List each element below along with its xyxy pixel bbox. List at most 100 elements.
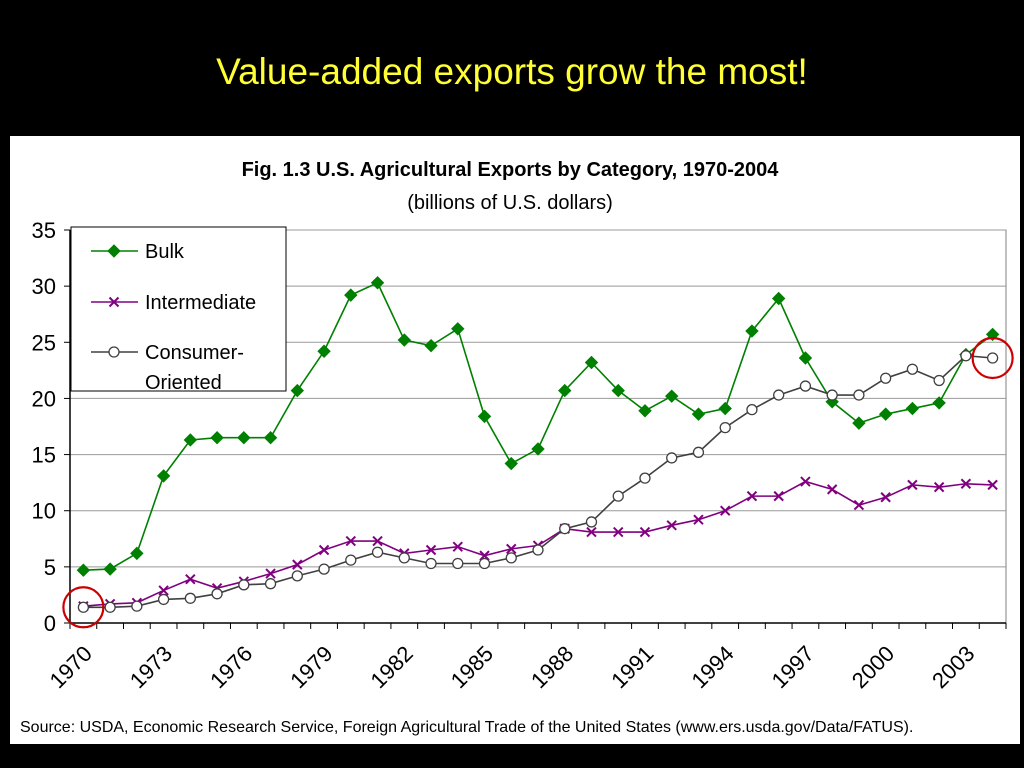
point-consumer-oriented [452,557,464,570]
point-consumer-oriented [853,389,865,401]
point-consumer-oriented [933,374,945,387]
y-tick-label: 35 [32,218,56,243]
marker-stroke [693,514,704,525]
x-tick-label: 1976 [205,641,257,693]
highlight-circle [62,586,105,629]
point-bulk [451,322,465,336]
chart-title: Fig. 1.3 U.S. Agricultural Exports by Ca… [242,159,780,181]
y-tick-label: 20 [32,386,56,411]
point-consumer-oriented [184,592,196,604]
legend: Bulk Intermediate Consumer- Oriented [70,226,287,394]
point-bulk [317,344,331,358]
point-intermediate [372,535,383,547]
legend-label-consumer-oriented: Consumer- [145,342,244,364]
line-chart: Fig. 1.3 U.S. Agricultural Exports by Ca… [20,159,1014,736]
x-tick-label: 1988 [526,641,578,693]
point-consumer-oriented [532,544,544,556]
x-tick-label: 2003 [927,641,979,693]
point-consumer-oriented [157,593,170,606]
point-bulk [424,338,438,353]
legend-box [70,226,287,392]
point-intermediate [987,479,998,491]
point-bulk [370,276,385,290]
legend-label-bulk: Bulk [145,241,185,263]
point-bulk [584,355,599,370]
point-consumer-oriented [345,554,357,566]
x-tick-label: 1979 [285,641,337,693]
point-intermediate [746,490,758,502]
point-intermediate [425,544,437,556]
y-tick-label: 0 [44,611,56,636]
marker-stroke [292,559,303,570]
point-intermediate [693,514,704,525]
legend-label-consumer-oriented: Oriented [145,372,222,394]
point-bulk [878,407,893,421]
point-intermediate [639,526,651,538]
point-consumer-oriented [773,389,785,401]
point-intermediate [666,520,677,531]
marker-stroke [933,481,945,493]
point-intermediate [773,490,784,502]
legend-marker-intermediate [108,296,120,308]
y-tick-label: 25 [32,330,56,355]
legend-label-intermediate: Intermediate [145,292,256,314]
point-intermediate [719,505,731,516]
series-line-intermediate [83,480,993,607]
point-intermediate [292,559,303,570]
y-tick-label: 15 [32,443,56,468]
point-intermediate [452,541,463,552]
point-intermediate [933,481,945,493]
chart-subtitle: (billions of U.S. dollars) [407,192,613,214]
marker-stroke [452,541,463,552]
point-intermediate [880,492,891,503]
point-bulk [183,433,198,447]
point-intermediate [318,544,330,556]
marker-stroke [479,550,490,561]
source-note: Source: USDA, Economic Research Service,… [20,719,913,736]
point-consumer-oriented [505,552,517,564]
point-bulk [210,431,224,445]
point-consumer-oriented [211,588,223,600]
marker-stroke [800,476,811,487]
marker-stroke [987,479,998,491]
x-tick-label: 1985 [446,641,498,693]
point-consumer-oriented [77,601,90,613]
point-consumer-oriented [692,446,705,458]
point-bulk [504,456,518,471]
point-consumer-oriented [906,363,919,375]
point-bulk [531,442,545,456]
point-consumer-oriented [238,579,250,591]
point-bulk [130,546,144,561]
point-consumer-oriented [318,563,330,575]
point-consumer-oriented [398,552,410,564]
point-intermediate [345,535,357,547]
marker-stroke [907,479,918,491]
slide-title: Value-added exports grow the most! [216,51,808,92]
point-bulk [156,469,171,483]
point-bulk [103,562,117,576]
point-consumer-oriented [371,546,384,558]
point-consumer-oriented [719,421,731,434]
point-bulk [745,324,759,338]
marker-stroke [746,490,758,502]
series-bulk [76,276,1000,577]
point-consumer-oriented [425,557,437,570]
point-intermediate [185,574,196,585]
point-consumer-oriented [826,389,838,401]
marker-stroke [345,535,357,547]
point-bulk [905,401,920,416]
point-consumer-oriented [104,601,116,613]
marker-stroke [265,568,276,579]
point-consumer-oriented [264,578,277,590]
point-intermediate [613,526,624,538]
marker-stroke [773,490,784,502]
point-intermediate [479,550,490,561]
series-consumer-oriented [77,350,999,613]
point-intermediate [586,526,597,538]
point-bulk [263,431,278,445]
marker-stroke [586,526,597,538]
x-tick-label: 1994 [686,641,738,693]
marker-stroke [960,478,972,489]
marker-stroke [425,544,437,556]
point-bulk [611,383,625,398]
